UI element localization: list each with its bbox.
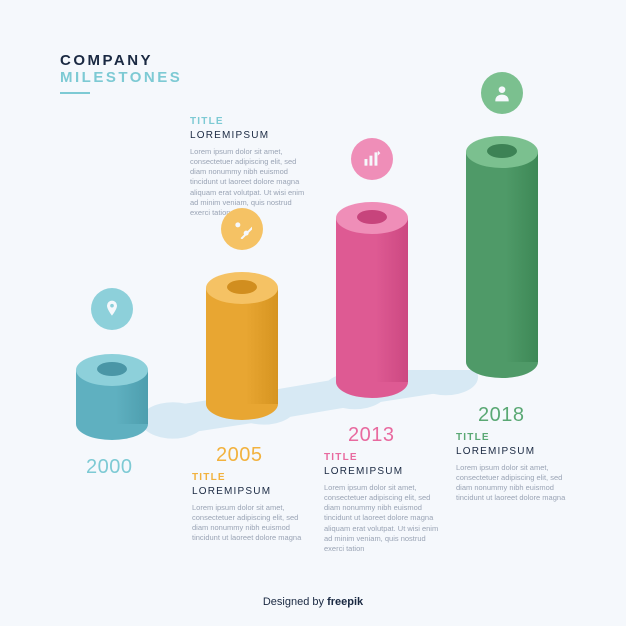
milestone-title: TITLE bbox=[324, 452, 440, 463]
milestone-cylinder bbox=[336, 218, 408, 382]
milestone-title: TITLE bbox=[190, 116, 306, 127]
milestone-cylinder bbox=[206, 288, 278, 404]
bars-icon bbox=[351, 138, 393, 180]
milestone-subtitle: LOREMIPSUM bbox=[192, 486, 308, 497]
milestone-title: TITLE bbox=[456, 432, 572, 443]
milestone-body: Lorem ipsum dolor sit amet, consectetuer… bbox=[192, 503, 308, 544]
milestone-body: Lorem ipsum dolor sit amet, consectetuer… bbox=[190, 147, 306, 218]
milestone-text: TITLE LOREMIPSUM Lorem ipsum dolor sit ame… bbox=[190, 116, 306, 218]
pin-icon bbox=[91, 288, 133, 330]
milestone-year: 2018 bbox=[478, 404, 525, 427]
milestone-body: Lorem ipsum dolor sit amet, consectetuer… bbox=[456, 463, 572, 504]
milestone-text: TITLE LOREMIPSUM Lorem ipsum dolor sit ame… bbox=[456, 432, 572, 504]
footer-prefix: Designed by bbox=[263, 596, 327, 608]
milestone-year: 2005 bbox=[216, 444, 263, 467]
milestone-text: TITLE LOREMIPSUM Lorem ipsum dolor sit ame… bbox=[192, 472, 308, 544]
footer-brand: freepik bbox=[327, 596, 363, 608]
milestone-year: 2013 bbox=[348, 424, 395, 447]
milestone-text: TITLE LOREMIPSUM Lorem ipsum dolor sit ame… bbox=[324, 452, 440, 554]
footer-credit: Designed by freepik bbox=[0, 596, 626, 608]
milestone-subtitle: LOREMIPSUM bbox=[190, 130, 306, 141]
milestone-cylinder bbox=[76, 370, 148, 424]
milestone-body: Lorem ipsum dolor sit amet, consectetuer… bbox=[324, 483, 440, 554]
milestone-subtitle: LOREMIPSUM bbox=[456, 446, 572, 457]
milestone-subtitle: LOREMIPSUM bbox=[324, 466, 440, 477]
percent-icon bbox=[221, 208, 263, 250]
person-icon bbox=[481, 72, 523, 114]
milestone-year: 2000 bbox=[86, 456, 133, 479]
milestone-title: TITLE bbox=[192, 472, 308, 483]
milestone-cylinder bbox=[466, 152, 538, 362]
